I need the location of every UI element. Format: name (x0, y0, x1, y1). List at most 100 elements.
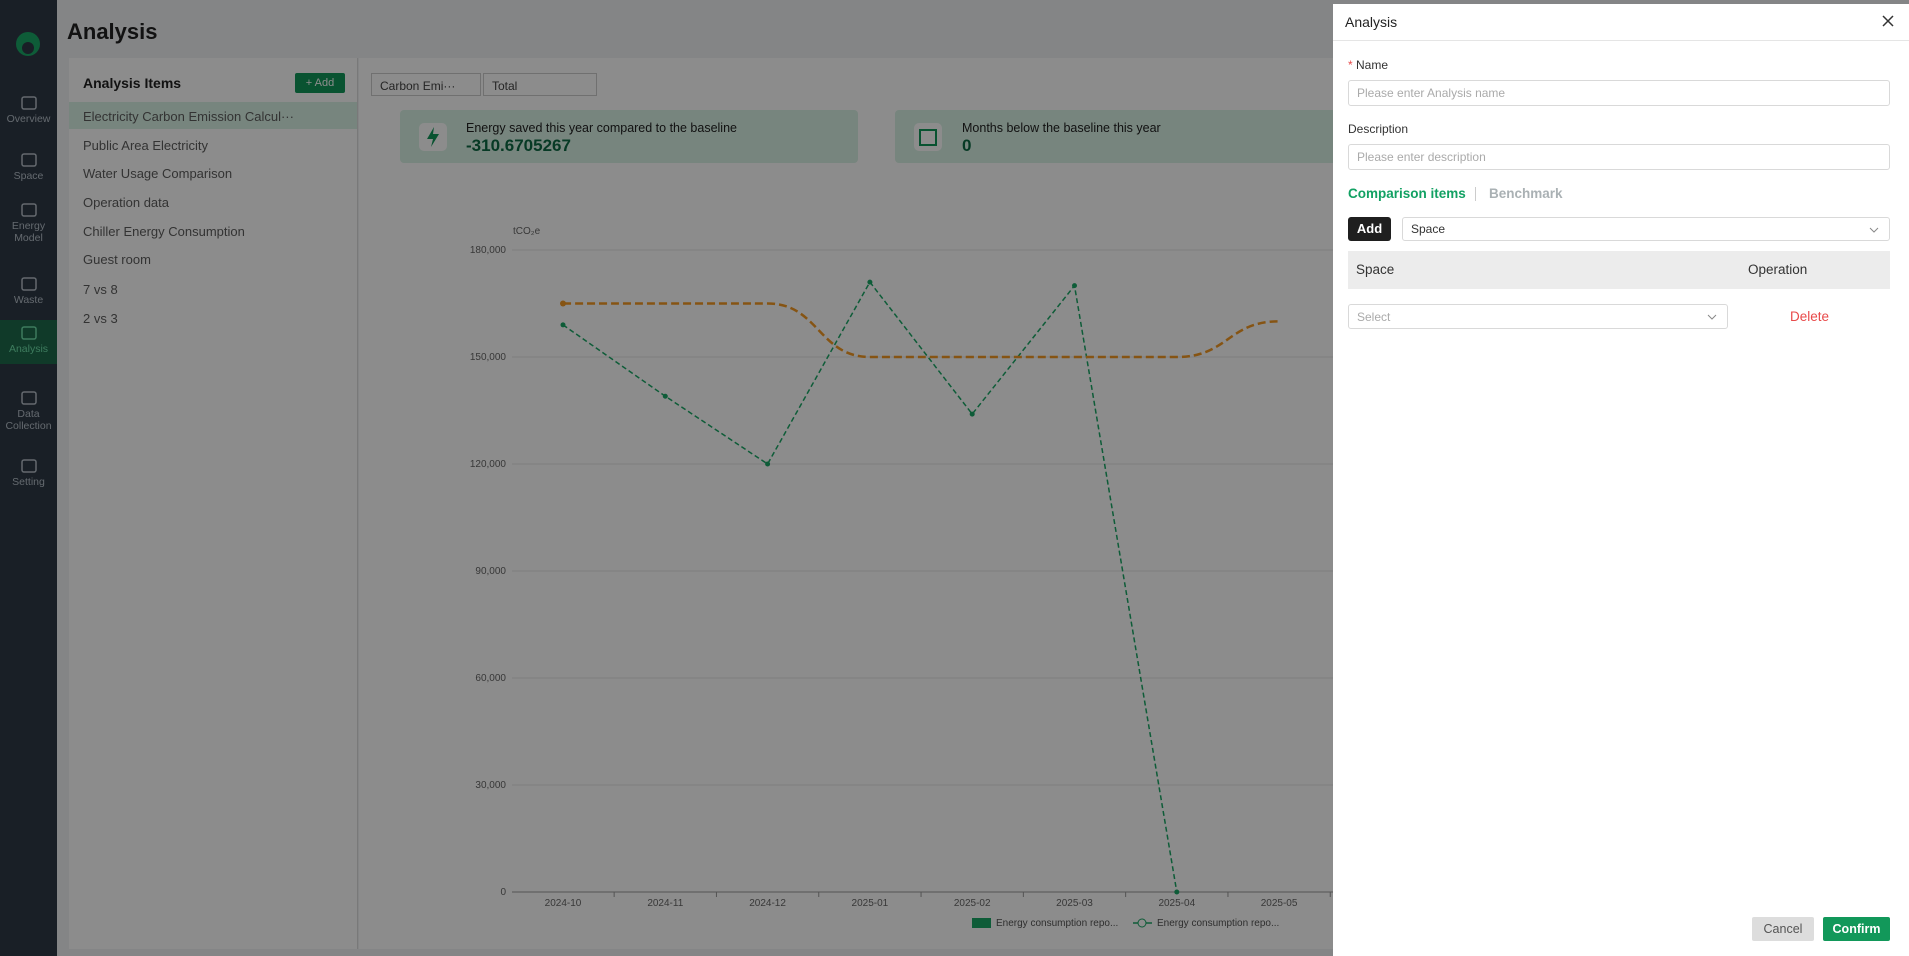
select-text: Space (1411, 222, 1446, 236)
confirm-button[interactable]: Confirm (1823, 917, 1890, 941)
chevron (1707, 314, 1717, 320)
nav-icon (20, 391, 37, 405)
y-tick-label: 0 (500, 887, 506, 898)
nav-label: Overview (6, 113, 51, 125)
x-tick-label: 2025-05 (1261, 898, 1298, 909)
nav-label: Space (13, 170, 44, 182)
divider (1333, 40, 1909, 41)
analysis-item[interactable]: Operation data (83, 195, 170, 210)
nav-label: Data Collection (5, 408, 52, 432)
field-label: * Name (1348, 58, 1388, 72)
panel-title: Analysis Items (83, 75, 182, 91)
header-cell: Operation (1748, 262, 1808, 277)
analysis-item[interactable]: Chiller Energy Consumption (83, 224, 245, 239)
type-select[interactable]: Space (1402, 217, 1890, 241)
add-button[interactable]: + Add (295, 73, 345, 93)
nav-label: Setting (12, 476, 45, 488)
page-title: Analysis (67, 19, 158, 44)
nav-icon (20, 459, 37, 473)
table-header: Space Operation (1348, 251, 1890, 289)
stat-value: -310.6705267 (466, 136, 571, 155)
nav-item[interactable]: Energy Model (0, 202, 57, 244)
stat-label: Months below the baseline this year (962, 121, 1161, 135)
legend-swatch (1137, 918, 1147, 928)
x-tick-label: 2024-10 (545, 898, 582, 909)
name-input[interactable]: Please enter Analysis name (1348, 80, 1890, 106)
point (969, 411, 975, 417)
row-select[interactable]: Select (1348, 304, 1728, 329)
cancel-button[interactable]: Cancel (1752, 917, 1814, 941)
stat-icon (914, 123, 942, 151)
drawer: Analysis * Name Please enter Analysis na… (1333, 4, 1909, 956)
analysis-item[interactable]: Water Usage Comparison (83, 166, 233, 181)
y-tick-label: 60,000 (475, 673, 506, 684)
stat-card: Energy saved this year compared to the b… (400, 110, 858, 163)
nav-icon (20, 153, 37, 167)
nav-item[interactable]: Data Collection (0, 390, 57, 432)
nav-icon (20, 277, 37, 291)
nav-item[interactable]: Setting (0, 458, 57, 498)
filter-select[interactable]: Carbon Emi··· (371, 73, 481, 96)
stat-label: Energy saved this year compared to the b… (466, 121, 737, 135)
analysis-item[interactable]: Guest room (83, 252, 151, 267)
nav-label: Waste (13, 294, 44, 306)
close-button[interactable] (1881, 14, 1895, 28)
x-tick-label: 2025-02 (954, 898, 991, 909)
placeholder: Please enter description (1357, 150, 1486, 164)
point (560, 322, 566, 328)
analysis-item[interactable]: Electricity Carbon Emission Calcul··· (83, 109, 294, 124)
tab[interactable]: Benchmark (1489, 186, 1563, 201)
tab[interactable]: Comparison items (1348, 186, 1466, 201)
filter-text: Total (492, 79, 518, 93)
nav-item[interactable]: Overview (0, 95, 57, 135)
sidebar: Overview Space Energy Model Waste Analysis Da… (0, 0, 57, 956)
nav-icon (20, 326, 37, 340)
description-input[interactable]: Please enter description (1348, 144, 1890, 170)
field-label: Description (1348, 122, 1409, 136)
legend-label: Energy consumption repo... (996, 918, 1118, 929)
add-button[interactable]: Add (1348, 217, 1391, 241)
nav-label: Analysis (8, 343, 49, 355)
stat-value: 0 (962, 136, 972, 155)
nav-icon (20, 203, 37, 217)
select-text: Select (1357, 309, 1391, 324)
x-tick-label: 2025-04 (1158, 898, 1195, 909)
point (560, 300, 566, 307)
point (867, 279, 873, 285)
y-tick-label: 150,000 (470, 352, 507, 363)
selected-item-bg (69, 102, 357, 129)
legend-swatch (972, 918, 991, 928)
label-text: Name (1356, 58, 1389, 72)
point (662, 393, 668, 399)
y-axis-label: tCO₂e (513, 226, 541, 237)
logo (16, 32, 40, 56)
placeholder: Please enter Analysis name (1357, 86, 1506, 100)
stat-card: Months below the baseline this year 0 (895, 110, 1340, 163)
nav-item[interactable]: Space (0, 152, 57, 192)
legend-label: Energy consumption repo... (1157, 918, 1279, 929)
nav-item[interactable]: Waste (0, 276, 57, 316)
nav-label: Energy Model (11, 220, 46, 244)
analysis-item[interactable]: 2 vs 3 (83, 311, 118, 326)
x-tick-label: 2024-12 (749, 898, 786, 909)
required-mark: * (1348, 58, 1353, 72)
point (1174, 889, 1180, 895)
x-tick-label: 2024-11 (647, 898, 683, 909)
filter-select[interactable]: Total (483, 73, 597, 96)
header-cell: Space (1356, 262, 1395, 277)
y-tick-label: 120,000 (470, 459, 507, 470)
stat-icon (419, 123, 447, 151)
y-tick-label: 180,000 (470, 245, 507, 256)
analysis-item[interactable]: Public Area Electricity (83, 138, 208, 153)
x-tick-label: 2025-03 (1056, 898, 1093, 909)
delete-button[interactable]: Delete (1790, 309, 1830, 324)
y-tick-label: 90,000 (475, 566, 506, 577)
chevron (1869, 227, 1879, 233)
nav-item[interactable]: Analysis (0, 320, 57, 364)
x-tick-label: 2025-01 (852, 898, 889, 909)
y-tick-label: 30,000 (475, 780, 506, 791)
filter-text: Carbon Emi··· (380, 79, 456, 93)
analysis-item[interactable]: 7 vs 8 (83, 282, 118, 297)
analysis-panel: Analysis Items + Add (69, 58, 358, 949)
